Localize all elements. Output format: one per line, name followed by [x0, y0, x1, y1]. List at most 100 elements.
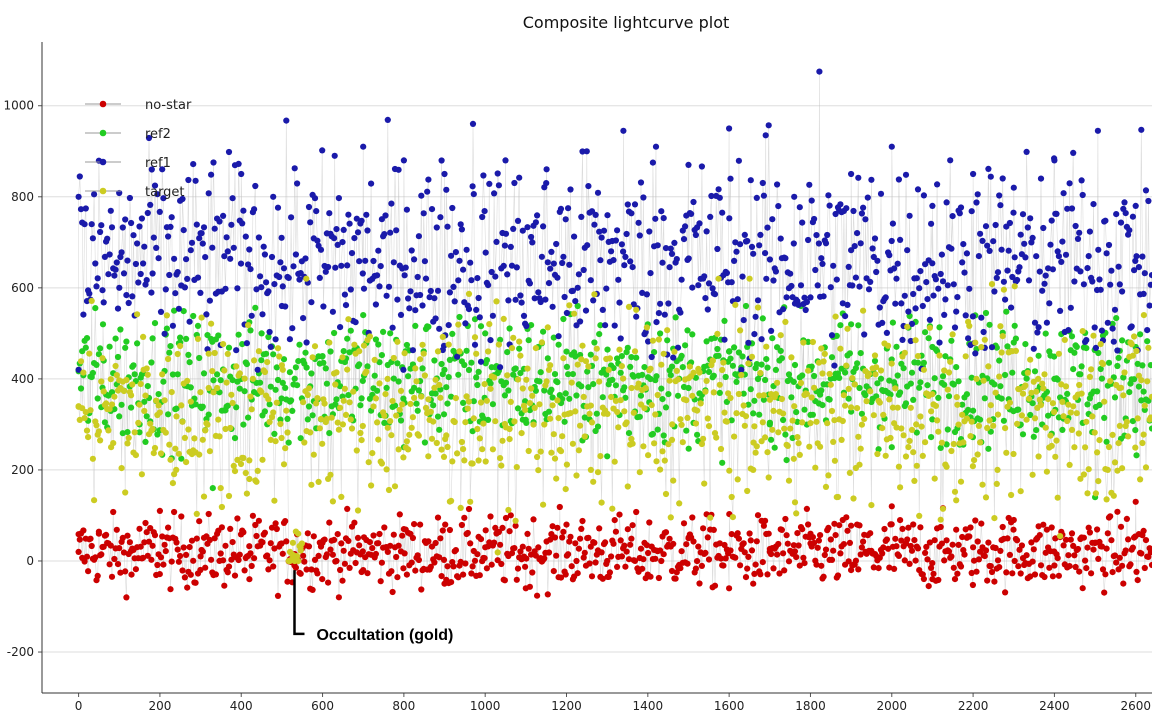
data-point-no-star [1135, 577, 1141, 583]
data-point-ref1 [813, 232, 819, 238]
data-point-target [1041, 371, 1047, 377]
data-point-ref2 [731, 344, 737, 350]
data-point-target [411, 395, 417, 401]
data-point-ref1 [1113, 211, 1119, 217]
data-point-no-star [364, 570, 370, 576]
data-point-ref1 [491, 190, 497, 196]
data-point-no-star [270, 563, 276, 569]
data-point-ref2 [449, 331, 455, 337]
data-point-target [630, 441, 636, 447]
data-point-no-star [954, 571, 960, 577]
data-point-ref1 [145, 210, 151, 216]
data-point-no-star [1082, 558, 1088, 564]
data-point-target [954, 394, 960, 400]
data-point-ref2 [134, 340, 140, 346]
data-point-target [763, 344, 769, 350]
data-point-ref1 [287, 336, 293, 342]
data-point-target [700, 436, 706, 442]
data-point-no-star [614, 564, 620, 570]
data-point-ref2 [664, 337, 670, 343]
data-point-ref2 [928, 434, 934, 440]
data-point-ref1 [1095, 128, 1101, 134]
data-point-ref1 [620, 128, 626, 134]
data-point-ref1 [898, 300, 904, 306]
data-point-no-star [1003, 569, 1009, 575]
data-point-ref2 [310, 412, 316, 418]
data-point-target [624, 419, 630, 425]
data-point-target [166, 442, 172, 448]
data-point-no-star [732, 555, 738, 561]
data-point-target [507, 426, 513, 432]
data-point-ref1 [961, 270, 967, 276]
data-point-target [607, 355, 613, 361]
data-point-ref1 [704, 228, 710, 234]
data-point-target [952, 489, 958, 495]
data-point-target [657, 467, 663, 473]
data-point-target [508, 399, 514, 405]
data-point-ref2 [412, 323, 418, 329]
data-point-ref2 [484, 357, 490, 363]
data-point-no-star [1056, 573, 1062, 579]
data-point-no-star [379, 560, 385, 566]
data-point-target [841, 392, 847, 398]
data-point-target [591, 291, 597, 297]
data-point-ref2 [167, 343, 173, 349]
data-point-ref1 [492, 274, 498, 280]
data-point-target [631, 410, 637, 416]
data-point-no-star [274, 526, 280, 532]
data-point-ref1 [780, 306, 786, 312]
data-point-no-star [154, 562, 160, 568]
data-point-ref1 [268, 344, 274, 350]
data-point-ref2 [633, 355, 639, 361]
data-point-ref1 [1117, 281, 1123, 287]
data-point-target [1036, 453, 1042, 459]
data-point-ref2 [560, 316, 566, 322]
data-point-ref2 [964, 391, 970, 397]
data-point-no-star [483, 527, 489, 533]
legend-marker-ref2 [100, 130, 107, 137]
data-point-target [1145, 345, 1151, 351]
data-point-ref2 [122, 345, 128, 351]
data-point-target [113, 363, 119, 369]
data-point-target [982, 337, 988, 343]
data-point-target [547, 416, 553, 422]
data-point-ref1 [774, 181, 780, 187]
data-point-ref1 [550, 304, 556, 310]
data-point-ref1 [721, 337, 727, 343]
data-point-ref2 [730, 363, 736, 369]
data-point-ref1 [769, 216, 775, 222]
data-point-no-star [794, 530, 800, 536]
data-point-target [356, 348, 362, 354]
data-point-ref1 [821, 293, 827, 299]
data-point-target [119, 465, 125, 471]
data-point-target [476, 457, 482, 463]
data-point-ref1 [387, 230, 393, 236]
data-point-no-star [613, 529, 619, 535]
data-point-ref2 [282, 385, 288, 391]
data-point-ref1 [999, 247, 1005, 253]
data-point-no-star [646, 519, 652, 525]
data-point-target [455, 322, 461, 328]
data-point-ref1 [307, 219, 313, 225]
data-point-target [251, 357, 257, 363]
data-point-ref2 [1099, 376, 1105, 382]
data-point-ref1 [1077, 268, 1083, 274]
data-point-ref1 [575, 285, 581, 291]
data-point-no-star [128, 572, 134, 578]
data-point-ref1 [502, 157, 508, 163]
data-point-target [935, 429, 941, 435]
data-point-ref1 [119, 249, 125, 255]
data-point-ref1 [128, 220, 134, 226]
data-point-no-star [342, 561, 348, 567]
data-point-ref1 [701, 273, 707, 279]
data-point-ref1 [331, 235, 337, 241]
data-point-ref2 [1031, 434, 1037, 440]
data-point-no-star [770, 565, 776, 571]
data-point-target [1143, 464, 1149, 470]
data-point-ref1 [1033, 253, 1039, 259]
data-point-target [650, 338, 656, 344]
data-point-target [132, 429, 138, 435]
data-point-ref1 [950, 213, 956, 219]
data-point-no-star [830, 548, 836, 554]
data-point-ref1 [542, 297, 548, 303]
